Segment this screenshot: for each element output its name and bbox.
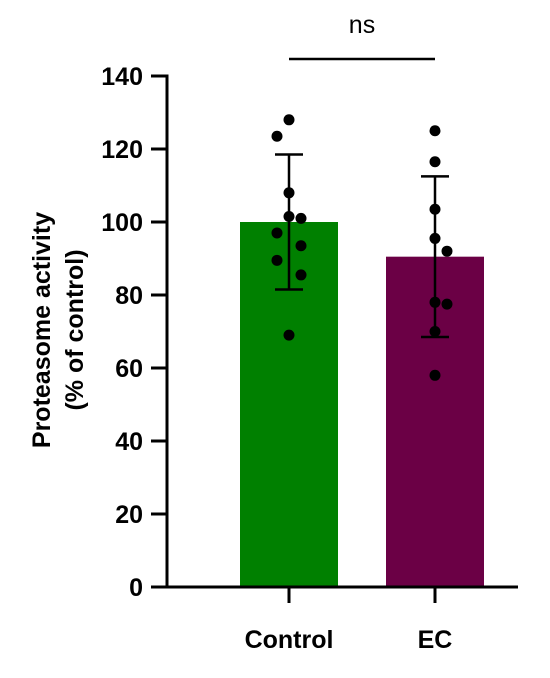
y-tick-label-20: 20 bbox=[115, 501, 143, 529]
data-point-control bbox=[283, 114, 295, 126]
data-point-control bbox=[271, 254, 283, 266]
data-point-control bbox=[283, 211, 295, 223]
data-point-ec bbox=[441, 298, 453, 310]
x-tick-label-control: Control bbox=[245, 626, 334, 654]
significance-label: ns bbox=[349, 11, 375, 39]
y-tick-label-0: 0 bbox=[129, 574, 143, 602]
y-tick-label-140: 140 bbox=[101, 63, 143, 91]
y-tick-label-120: 120 bbox=[101, 136, 143, 164]
data-point-ec bbox=[429, 369, 441, 381]
data-point-ec bbox=[429, 326, 441, 337]
data-point-ec bbox=[429, 296, 441, 308]
data-point-ec bbox=[429, 125, 441, 137]
bars-layer bbox=[240, 222, 484, 587]
significance-annotation: ns bbox=[289, 11, 435, 61]
data-point-ec bbox=[429, 203, 441, 215]
data-point-control bbox=[271, 130, 283, 142]
data-point-control bbox=[271, 227, 283, 239]
data-point-control bbox=[283, 187, 295, 199]
y-tick-label-40: 40 bbox=[115, 428, 143, 456]
y-tick-label-60: 60 bbox=[115, 355, 143, 383]
data-point-control bbox=[295, 240, 307, 252]
data-point-control bbox=[283, 329, 295, 341]
y-axis-title: Proteasome activity (% of control) bbox=[28, 212, 89, 448]
data-point-control bbox=[295, 269, 307, 281]
data-point-control bbox=[295, 212, 307, 224]
x-tick-label-ec: EC bbox=[418, 626, 453, 654]
data-points-layer bbox=[271, 114, 453, 381]
y-tick-label-100: 100 bbox=[101, 209, 143, 237]
y-axis-title-line-1: Proteasome activity bbox=[28, 212, 56, 448]
y-axis-title-line-2: (% of control) bbox=[61, 249, 89, 410]
data-point-ec bbox=[429, 232, 441, 244]
data-point-ec bbox=[429, 156, 441, 168]
y-tick-label-80: 80 bbox=[115, 282, 143, 310]
axes-layer: Control EC 0 20 40 60 80 100 120 140 bbox=[101, 63, 518, 654]
data-point-ec bbox=[441, 245, 453, 257]
